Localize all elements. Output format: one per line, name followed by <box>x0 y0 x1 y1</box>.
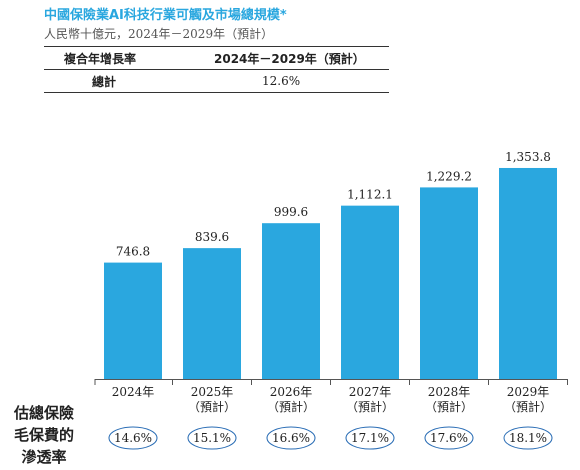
data-label: 999.6 <box>274 205 308 219</box>
data-label: 746.8 <box>116 245 150 259</box>
x-tick-label: 2029年 <box>507 385 550 399</box>
penetration-rate-label: 估總保險 毛保費的 滲透率 <box>4 402 84 468</box>
cagr-header-label: 複合年增長率 <box>44 46 214 70</box>
x-tick-label: 2024年 <box>112 385 155 399</box>
bar <box>183 248 241 379</box>
cagr-header-period: 2024年－2029年（預計） <box>214 46 389 70</box>
x-tick-label: （預計） <box>425 399 473 414</box>
chart-subtitle: 人民幣十億元，2024年－2029年（預計） <box>44 27 274 41</box>
x-tick-label: （預計） <box>267 399 315 414</box>
x-tick-label: 2027年 <box>349 385 392 399</box>
penetration-rate-ellipse <box>187 426 237 450</box>
x-tick-label: （預計） <box>346 399 394 414</box>
cagr-table: 複合年增長率 2024年－2029年（預計） 總計 12.6% <box>44 46 389 93</box>
penetration-rate-value: 18.1% <box>509 431 547 445</box>
penetration-label-line-1: 估總保險 <box>13 404 74 422</box>
cagr-table-header-row: 複合年增長率 2024年－2029年（預計） <box>44 46 389 70</box>
bar <box>341 205 399 379</box>
cagr-table-row: 總計 12.6% <box>44 69 389 93</box>
penetration-rate-ellipse <box>424 426 474 450</box>
data-label: 839.6 <box>195 230 229 244</box>
bar <box>104 262 162 379</box>
penetration-rate-ellipse <box>108 426 158 450</box>
data-label: 1,112.1 <box>347 188 393 202</box>
x-tick-label: （預計） <box>188 399 236 414</box>
penetration-rate-ellipse <box>503 426 553 450</box>
penetration-label-line-2: 毛保費的 <box>13 426 74 444</box>
penetration-rate-value: 17.1% <box>351 431 389 445</box>
chart-title: 中國保險業AI科技行業可觸及市場總規模* <box>44 8 287 23</box>
x-tick-label: （預計） <box>504 399 552 414</box>
data-label: 1,229.2 <box>426 169 472 183</box>
bar <box>499 167 557 379</box>
data-label: 1,353.8 <box>505 150 551 164</box>
penetration-rate-value: 16.6% <box>272 431 310 445</box>
penetration-label-line-3: 滲透率 <box>21 448 67 466</box>
x-tick-label: 2025年 <box>191 385 234 399</box>
penetration-rate-value: 14.6% <box>114 431 152 445</box>
bar <box>420 187 478 379</box>
penetration-rate-ellipse <box>266 426 316 450</box>
bar <box>262 223 320 379</box>
penetration-rate-ellipse <box>345 426 395 450</box>
penetration-rate-value: 15.1% <box>193 431 231 445</box>
cagr-row-label: 總計 <box>44 69 214 93</box>
cagr-row-value: 12.6% <box>214 69 389 93</box>
x-tick-label: 2028年 <box>428 385 471 399</box>
penetration-rate-value: 17.6% <box>430 431 468 445</box>
x-tick-label: 2026年 <box>270 385 313 399</box>
